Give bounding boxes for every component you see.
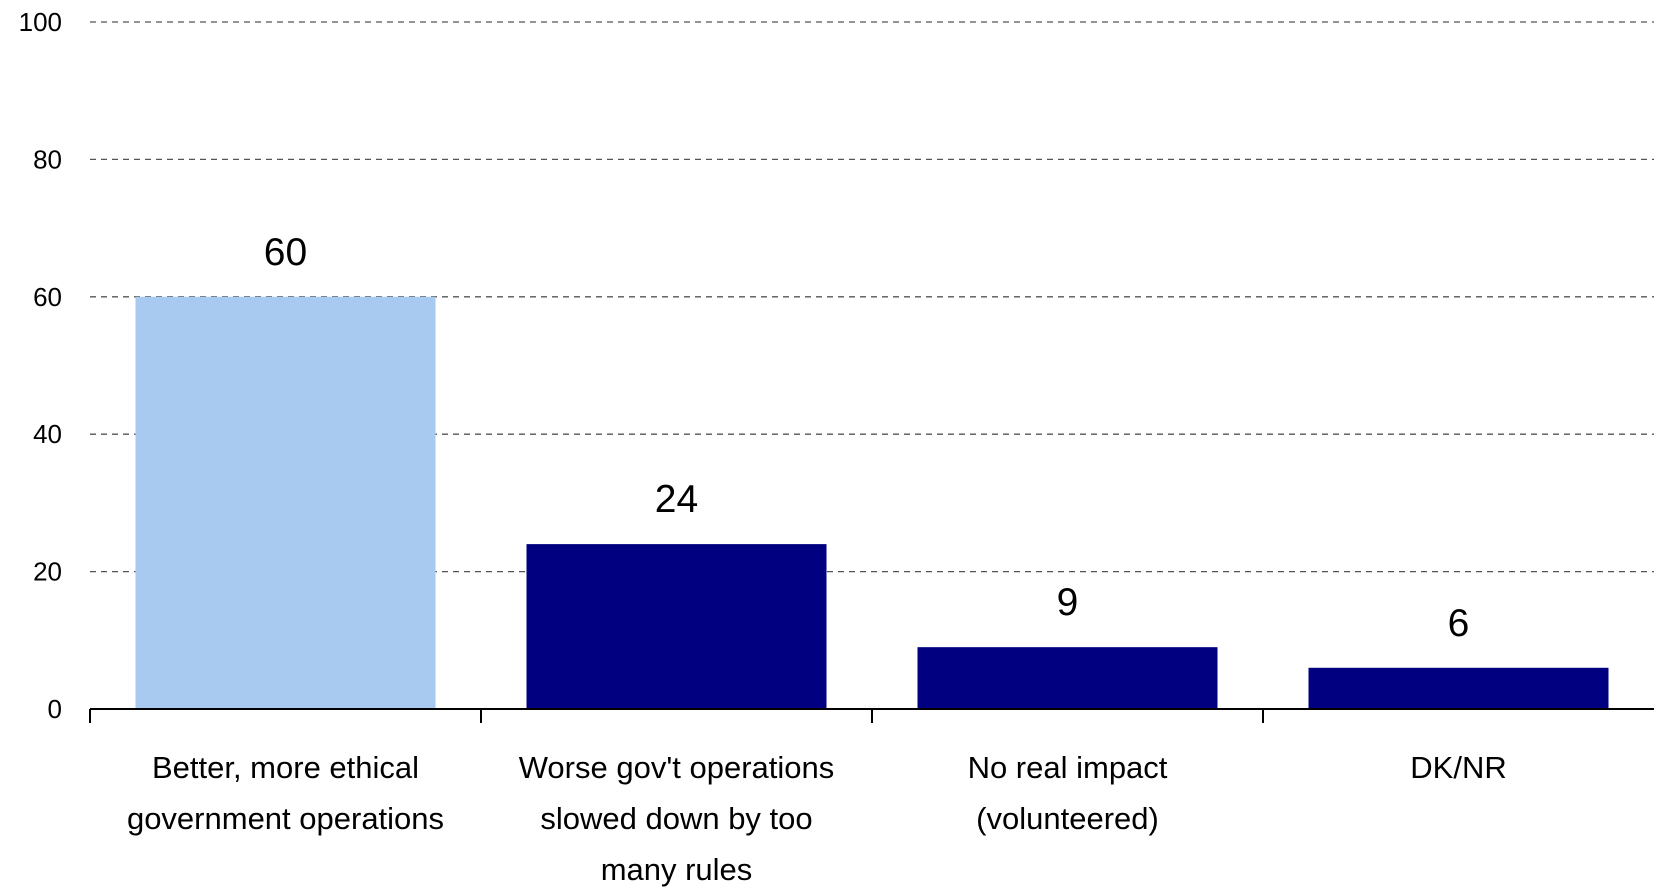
bar-1	[135, 296, 436, 709]
y-tick-label-0: 0	[48, 694, 62, 724]
bar-3	[917, 647, 1218, 709]
category-label-2-line-1: Worse gov't operations	[519, 750, 835, 785]
bar-2	[526, 544, 827, 709]
bars	[135, 296, 1609, 709]
y-tick-label-60: 60	[33, 282, 62, 312]
data-label-2: 24	[655, 478, 698, 521]
category-label-1-line-2: government operations	[127, 801, 444, 836]
category-label-2-line-2: slowed down by too	[540, 801, 812, 836]
data-label-4: 6	[1448, 602, 1470, 645]
category-label-1-line-1: Better, more ethical	[152, 750, 419, 785]
data-label-1: 60	[264, 231, 307, 274]
category-label-4-line-1: DK/NR	[1410, 750, 1506, 785]
y-tick-label-20: 20	[33, 557, 62, 587]
category-labels: Better, more ethical government operation…	[127, 750, 1507, 887]
data-labels: 60 24 9 6	[264, 231, 1470, 645]
category-label-3-line-2: (volunteered)	[976, 801, 1159, 836]
category-label-3-line-1: No real impact	[968, 750, 1168, 785]
gridlines	[90, 21, 1654, 573]
category-label-2-line-3: many rules	[601, 852, 753, 887]
y-tick-label-80: 80	[33, 144, 62, 174]
y-tick-label-100: 100	[19, 7, 62, 37]
y-axis-tick-labels: 0 20 40 60 80 100	[19, 7, 62, 724]
bar-4	[1308, 667, 1609, 709]
x-axis	[89, 708, 1654, 723]
y-tick-label-40: 40	[33, 419, 62, 449]
data-label-3: 9	[1057, 581, 1079, 624]
